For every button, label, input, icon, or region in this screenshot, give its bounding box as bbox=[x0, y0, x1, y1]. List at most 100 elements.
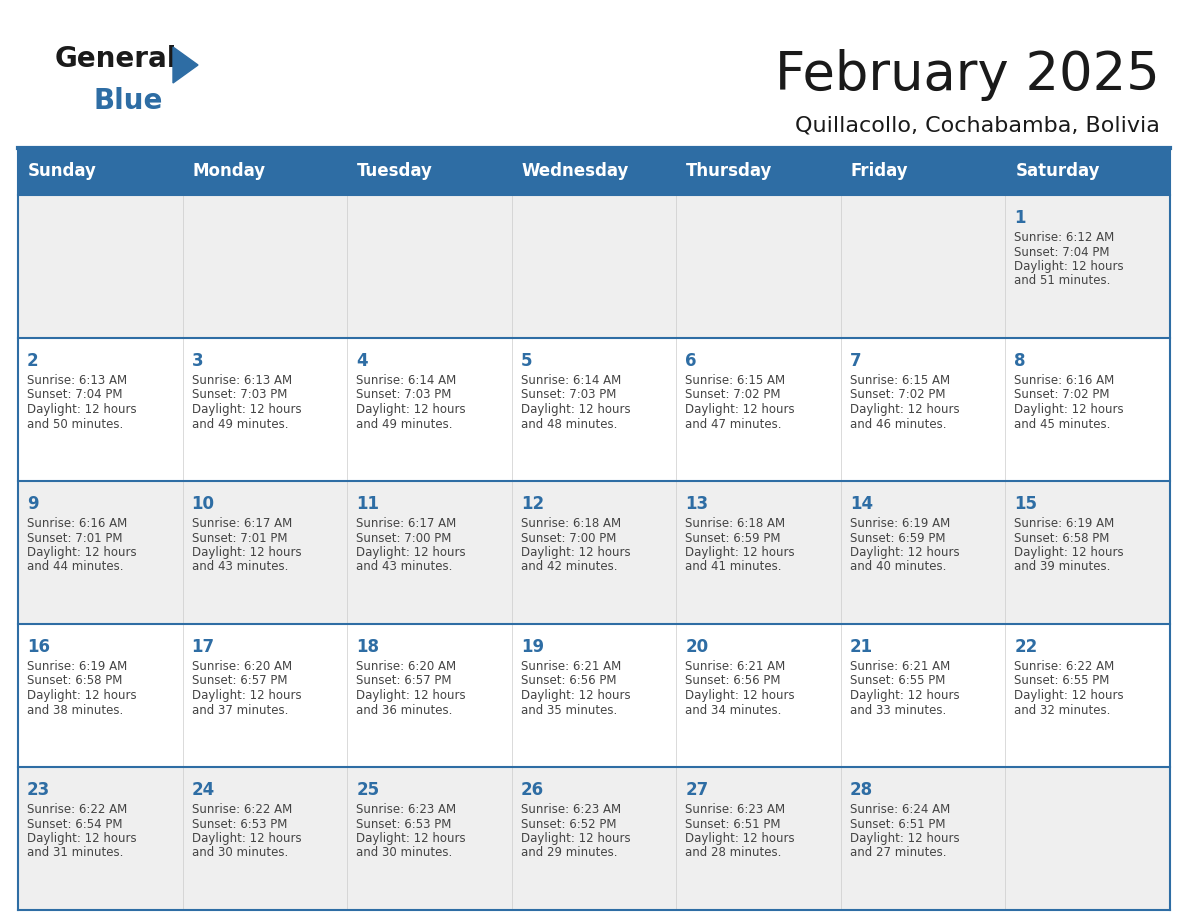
Text: Daylight: 12 hours: Daylight: 12 hours bbox=[356, 546, 466, 559]
Text: and 35 minutes.: and 35 minutes. bbox=[520, 703, 617, 717]
Text: Daylight: 12 hours: Daylight: 12 hours bbox=[27, 832, 137, 845]
Text: Daylight: 12 hours: Daylight: 12 hours bbox=[685, 689, 795, 702]
Polygon shape bbox=[173, 47, 198, 83]
Text: Sunrise: 6:19 AM: Sunrise: 6:19 AM bbox=[27, 660, 127, 673]
Text: and 42 minutes.: and 42 minutes. bbox=[520, 561, 618, 574]
Text: Daylight: 12 hours: Daylight: 12 hours bbox=[849, 546, 960, 559]
Text: and 30 minutes.: and 30 minutes. bbox=[356, 846, 453, 859]
Text: 13: 13 bbox=[685, 495, 708, 513]
Text: Sunrise: 6:18 AM: Sunrise: 6:18 AM bbox=[520, 517, 621, 530]
Text: Daylight: 12 hours: Daylight: 12 hours bbox=[520, 546, 631, 559]
Text: Sunset: 7:02 PM: Sunset: 7:02 PM bbox=[1015, 388, 1110, 401]
Text: General: General bbox=[55, 45, 177, 73]
Text: Sunday: Sunday bbox=[29, 162, 97, 181]
Text: 10: 10 bbox=[191, 495, 215, 513]
Text: Daylight: 12 hours: Daylight: 12 hours bbox=[191, 403, 302, 416]
Text: Daylight: 12 hours: Daylight: 12 hours bbox=[191, 546, 302, 559]
Text: Sunset: 7:01 PM: Sunset: 7:01 PM bbox=[27, 532, 122, 544]
Text: Sunset: 6:51 PM: Sunset: 6:51 PM bbox=[685, 818, 781, 831]
Bar bbox=[18, 195, 1170, 338]
Text: Daylight: 12 hours: Daylight: 12 hours bbox=[191, 689, 302, 702]
Text: 12: 12 bbox=[520, 495, 544, 513]
Text: and 44 minutes.: and 44 minutes. bbox=[27, 561, 124, 574]
Text: and 33 minutes.: and 33 minutes. bbox=[849, 703, 946, 717]
Bar bbox=[18, 148, 1170, 195]
Text: Daylight: 12 hours: Daylight: 12 hours bbox=[520, 403, 631, 416]
Text: Daylight: 12 hours: Daylight: 12 hours bbox=[520, 832, 631, 845]
Text: and 50 minutes.: and 50 minutes. bbox=[27, 418, 124, 431]
Text: Sunrise: 6:17 AM: Sunrise: 6:17 AM bbox=[191, 517, 292, 530]
Bar bbox=[18, 338, 1170, 481]
Text: Thursday: Thursday bbox=[687, 162, 772, 181]
Text: Sunset: 7:03 PM: Sunset: 7:03 PM bbox=[520, 388, 617, 401]
Text: Sunset: 6:51 PM: Sunset: 6:51 PM bbox=[849, 818, 946, 831]
Text: Daylight: 12 hours: Daylight: 12 hours bbox=[1015, 403, 1124, 416]
Text: 1: 1 bbox=[1015, 209, 1026, 227]
Text: Sunrise: 6:23 AM: Sunrise: 6:23 AM bbox=[520, 803, 621, 816]
Text: Sunset: 6:58 PM: Sunset: 6:58 PM bbox=[1015, 532, 1110, 544]
Text: and 31 minutes.: and 31 minutes. bbox=[27, 846, 124, 859]
Text: Daylight: 12 hours: Daylight: 12 hours bbox=[849, 832, 960, 845]
Text: and 46 minutes.: and 46 minutes. bbox=[849, 418, 947, 431]
Text: Daylight: 12 hours: Daylight: 12 hours bbox=[849, 403, 960, 416]
Text: Daylight: 12 hours: Daylight: 12 hours bbox=[849, 689, 960, 702]
Text: Daylight: 12 hours: Daylight: 12 hours bbox=[27, 689, 137, 702]
Text: and 32 minutes.: and 32 minutes. bbox=[1015, 703, 1111, 717]
Text: Daylight: 12 hours: Daylight: 12 hours bbox=[356, 689, 466, 702]
Text: Sunrise: 6:19 AM: Sunrise: 6:19 AM bbox=[849, 517, 950, 530]
Text: Daylight: 12 hours: Daylight: 12 hours bbox=[27, 546, 137, 559]
Text: 17: 17 bbox=[191, 638, 215, 656]
Text: Sunrise: 6:20 AM: Sunrise: 6:20 AM bbox=[356, 660, 456, 673]
Text: 7: 7 bbox=[849, 352, 861, 370]
Text: Daylight: 12 hours: Daylight: 12 hours bbox=[1015, 689, 1124, 702]
Text: and 39 minutes.: and 39 minutes. bbox=[1015, 561, 1111, 574]
Text: 6: 6 bbox=[685, 352, 697, 370]
Text: Sunrise: 6:22 AM: Sunrise: 6:22 AM bbox=[191, 803, 292, 816]
Text: Daylight: 12 hours: Daylight: 12 hours bbox=[191, 832, 302, 845]
Text: Sunset: 7:03 PM: Sunset: 7:03 PM bbox=[356, 388, 451, 401]
Text: 23: 23 bbox=[27, 781, 50, 799]
Text: and 38 minutes.: and 38 minutes. bbox=[27, 703, 124, 717]
Text: 14: 14 bbox=[849, 495, 873, 513]
Text: Sunrise: 6:14 AM: Sunrise: 6:14 AM bbox=[356, 374, 456, 387]
Text: Sunset: 6:53 PM: Sunset: 6:53 PM bbox=[356, 818, 451, 831]
Text: 21: 21 bbox=[849, 638, 873, 656]
Bar bbox=[18, 767, 1170, 910]
Text: Wednesday: Wednesday bbox=[522, 162, 630, 181]
Text: February 2025: February 2025 bbox=[776, 49, 1159, 101]
Text: and 49 minutes.: and 49 minutes. bbox=[191, 418, 287, 431]
Text: 22: 22 bbox=[1015, 638, 1037, 656]
Text: 15: 15 bbox=[1015, 495, 1037, 513]
Text: and 48 minutes.: and 48 minutes. bbox=[520, 418, 617, 431]
Text: Sunset: 6:59 PM: Sunset: 6:59 PM bbox=[685, 532, 781, 544]
Text: Daylight: 12 hours: Daylight: 12 hours bbox=[685, 832, 795, 845]
Text: and 34 minutes.: and 34 minutes. bbox=[685, 703, 782, 717]
Text: Sunrise: 6:16 AM: Sunrise: 6:16 AM bbox=[27, 517, 127, 530]
Text: Tuesday: Tuesday bbox=[358, 162, 432, 181]
Text: and 45 minutes.: and 45 minutes. bbox=[1015, 418, 1111, 431]
Text: 2: 2 bbox=[27, 352, 39, 370]
Text: Sunrise: 6:15 AM: Sunrise: 6:15 AM bbox=[685, 374, 785, 387]
Text: Sunrise: 6:23 AM: Sunrise: 6:23 AM bbox=[356, 803, 456, 816]
Text: 9: 9 bbox=[27, 495, 39, 513]
Text: Sunrise: 6:21 AM: Sunrise: 6:21 AM bbox=[520, 660, 621, 673]
Text: Sunrise: 6:20 AM: Sunrise: 6:20 AM bbox=[191, 660, 292, 673]
Text: Sunset: 6:59 PM: Sunset: 6:59 PM bbox=[849, 532, 946, 544]
Text: Sunset: 7:02 PM: Sunset: 7:02 PM bbox=[849, 388, 946, 401]
Text: Sunrise: 6:21 AM: Sunrise: 6:21 AM bbox=[685, 660, 785, 673]
Text: Sunset: 7:01 PM: Sunset: 7:01 PM bbox=[191, 532, 287, 544]
Text: Sunset: 6:55 PM: Sunset: 6:55 PM bbox=[849, 675, 946, 688]
Text: Daylight: 12 hours: Daylight: 12 hours bbox=[356, 832, 466, 845]
Text: Quillacollo, Cochabamba, Bolivia: Quillacollo, Cochabamba, Bolivia bbox=[795, 115, 1159, 135]
Text: and 43 minutes.: and 43 minutes. bbox=[191, 561, 287, 574]
Text: Daylight: 12 hours: Daylight: 12 hours bbox=[27, 403, 137, 416]
Text: Sunset: 7:02 PM: Sunset: 7:02 PM bbox=[685, 388, 781, 401]
Text: Daylight: 12 hours: Daylight: 12 hours bbox=[1015, 260, 1124, 273]
Text: Daylight: 12 hours: Daylight: 12 hours bbox=[685, 403, 795, 416]
Text: Daylight: 12 hours: Daylight: 12 hours bbox=[356, 403, 466, 416]
Text: and 30 minutes.: and 30 minutes. bbox=[191, 846, 287, 859]
Text: and 29 minutes.: and 29 minutes. bbox=[520, 846, 618, 859]
Text: and 41 minutes.: and 41 minutes. bbox=[685, 561, 782, 574]
Text: 26: 26 bbox=[520, 781, 544, 799]
Text: and 28 minutes.: and 28 minutes. bbox=[685, 846, 782, 859]
